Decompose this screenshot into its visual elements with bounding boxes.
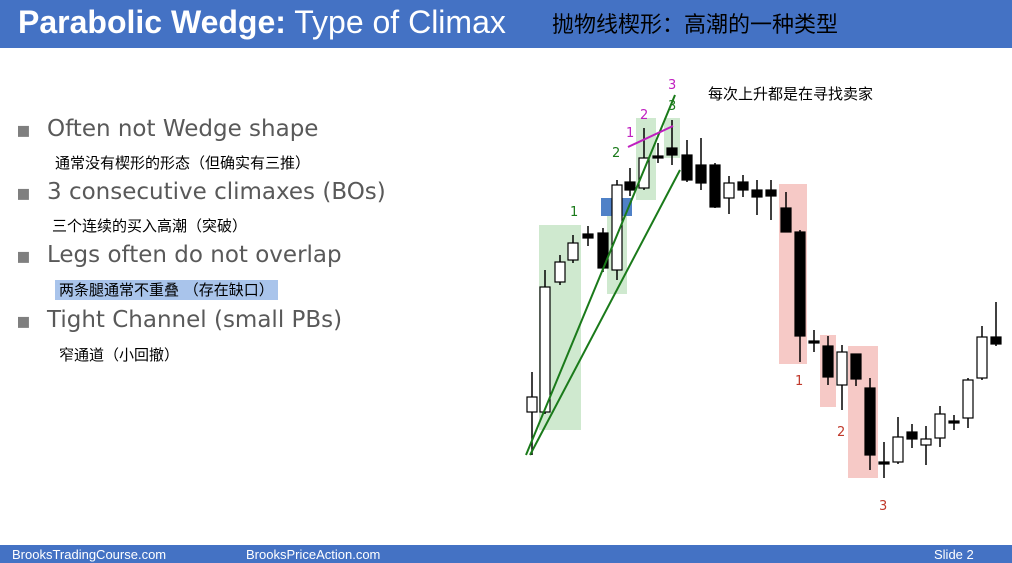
bullet-3-sub: 两条腿通常不重叠 （存在缺口） [55,279,278,300]
footer-center-link[interactable]: BrooksPriceAction.com [246,547,381,562]
candle-body [906,431,918,440]
candle-body [526,396,538,413]
red-label-3: 3 [879,499,887,514]
slide-number: Slide 2 [934,547,974,562]
candle-body [976,336,988,379]
candle-body [611,184,623,271]
trend-lines [525,94,681,456]
wedge-upper-line [525,94,676,456]
candlesticks [526,120,1002,478]
candle-body [737,181,749,191]
candle-body [695,164,707,184]
green-label-3: 3 [668,99,676,114]
magenta-label-3: 3 [668,78,676,93]
candle-body [934,413,946,439]
candle-body [780,207,792,233]
bullet-marker: ▪ [16,118,31,143]
bullet-2-sub: 三个连续的买入高潮（突破） [52,217,248,235]
candle-body [765,189,777,197]
magenta-label-1: 1 [626,126,634,141]
magenta-label-2: 2 [640,108,648,123]
candle-body [962,379,974,419]
bullet-4: Tight Channel (small PBs) [47,307,343,333]
title-bold: Parabolic Wedge: [18,4,286,40]
candle-body [624,181,636,191]
bullet-3: Legs often do not overlap [47,242,342,268]
candle-body [836,351,848,386]
candle-body [567,242,579,261]
title-chinese: 抛物线楔形：高潮的一种类型 [552,13,839,38]
title-rest: Type of Climax [285,4,506,40]
slide-title: Parabolic Wedge: Type of Climax [18,2,506,42]
chart-annotation: 每次上升都是在寻找卖家 [708,85,873,103]
bullet-4-sub: 窄通道（小回撤） [59,346,180,364]
bullet-3-sub-highlight: 两条腿通常不重叠 （存在缺口） [55,280,278,300]
bullet-2: 3 consecutive climaxes (BOs) [47,179,386,205]
bullet-marker: ▪ [16,244,31,269]
red-label-1: 1 [795,374,803,389]
candle-body [582,233,594,239]
footer-bar: BrooksTradingCourse.com BrooksPriceActio… [0,545,1012,563]
highlight-zones [539,118,878,478]
title-bar: Parabolic Wedge: Type of Climax 抛物线楔形：高潮… [0,0,1012,48]
candle-body [652,155,664,159]
candle-body [990,336,1002,345]
candle-body [878,461,890,465]
candle-body [666,147,678,156]
candle-body [554,261,566,283]
candle-body [822,345,834,378]
candle-body [539,286,551,413]
candle-body [948,420,960,424]
candle-body [920,438,932,446]
bullet-marker: ▪ [16,309,31,334]
bullet-1: Often not Wedge shape [47,116,319,142]
candle-body [850,353,862,380]
red-label-2: 2 [837,425,845,440]
wedge-lower-line [529,169,681,456]
footer-left-link[interactable]: BrooksTradingCourse.com [12,547,167,562]
candle-body [709,164,721,208]
candle-body [864,387,876,456]
bullet-1-sub: 通常没有楔形的形态（但确实有三推） [55,154,311,172]
green-label-2: 2 [612,146,620,161]
magenta-line [627,125,674,148]
candle-body [751,189,763,198]
leg-labels: 1 2 3 1 2 3 1 2 3 [570,78,887,514]
green-label-1: 1 [570,205,578,220]
bullet-marker: ▪ [16,181,31,206]
candle-body [892,436,904,463]
candle-body [723,182,735,199]
candle-body [808,340,820,344]
candle-body [638,157,650,189]
candle-body [681,154,693,181]
candle-body [794,231,806,337]
